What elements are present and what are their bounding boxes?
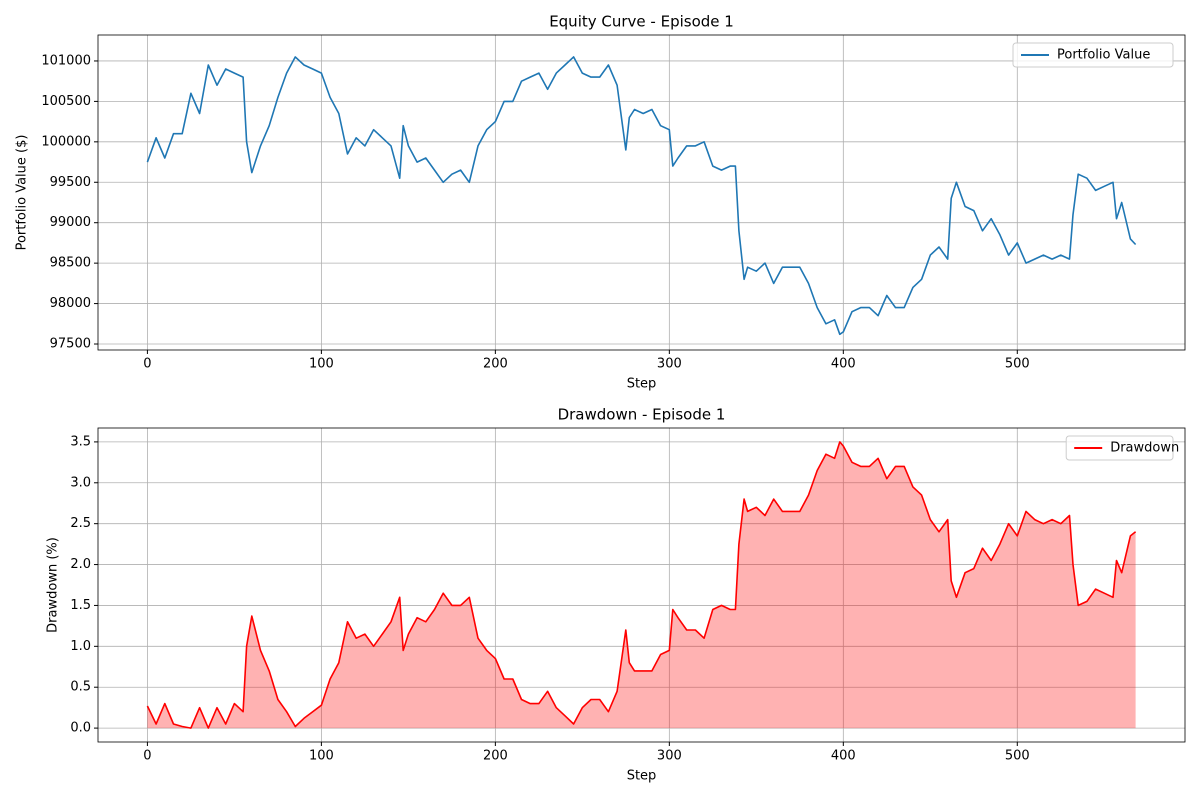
x-tick-label: 200 xyxy=(483,357,508,372)
x-tick-label: 200 xyxy=(483,749,508,764)
legend-box xyxy=(1012,42,1174,68)
legend-label: Drawdown xyxy=(1110,441,1179,456)
y-tick-label: 0.0 xyxy=(70,721,91,736)
axes-frame xyxy=(97,427,1186,743)
x-tick-label: 0 xyxy=(143,357,151,372)
chart-title: Drawdown - Episode 1 xyxy=(558,406,726,424)
series-line xyxy=(146,441,1137,729)
y-tick-label: 99500 xyxy=(50,175,91,190)
x-tick-label: 400 xyxy=(831,749,856,764)
legend-label: Portfolio Value xyxy=(1057,48,1150,63)
x-tick-label: 0 xyxy=(143,749,151,764)
y-tick-label: 99000 xyxy=(50,215,91,230)
x-tick-label: 500 xyxy=(1005,357,1030,372)
x-tick-label: 500 xyxy=(1005,749,1030,764)
y-tick-label: 101000 xyxy=(41,53,91,68)
x-tick-label: 100 xyxy=(309,749,334,764)
y-tick-label: 98000 xyxy=(50,296,91,311)
series-line xyxy=(146,56,1137,336)
y-axis-label: Drawdown (%) xyxy=(46,537,61,633)
x-tick-label: 400 xyxy=(831,357,856,372)
y-tick-label: 98500 xyxy=(50,256,91,271)
y-tick-label: 3.5 xyxy=(70,434,91,449)
chart-title: Equity Curve - Episode 1 xyxy=(549,13,734,31)
y-tick-label: 0.5 xyxy=(70,680,91,695)
y-tick-label: 2.0 xyxy=(70,557,91,572)
axes-frame xyxy=(97,34,1186,351)
y-tick-label: 1.5 xyxy=(70,598,91,613)
y-tick-label: 100000 xyxy=(41,134,91,149)
y-axis-label: Portfolio Value ($) xyxy=(15,135,30,251)
legend-box xyxy=(1065,435,1174,461)
x-axis-label: Step xyxy=(627,769,657,784)
y-tick-label: 3.0 xyxy=(70,475,91,490)
x-tick-label: 300 xyxy=(657,357,682,372)
x-tick-label: 100 xyxy=(309,357,334,372)
y-tick-label: 97500 xyxy=(50,337,91,352)
x-axis-label: Step xyxy=(627,377,657,392)
y-tick-label: 1.0 xyxy=(70,639,91,654)
x-tick-label: 300 xyxy=(657,749,682,764)
y-tick-label: 100500 xyxy=(41,94,91,109)
area-fill xyxy=(147,441,1136,729)
y-tick-label: 2.5 xyxy=(70,516,91,531)
